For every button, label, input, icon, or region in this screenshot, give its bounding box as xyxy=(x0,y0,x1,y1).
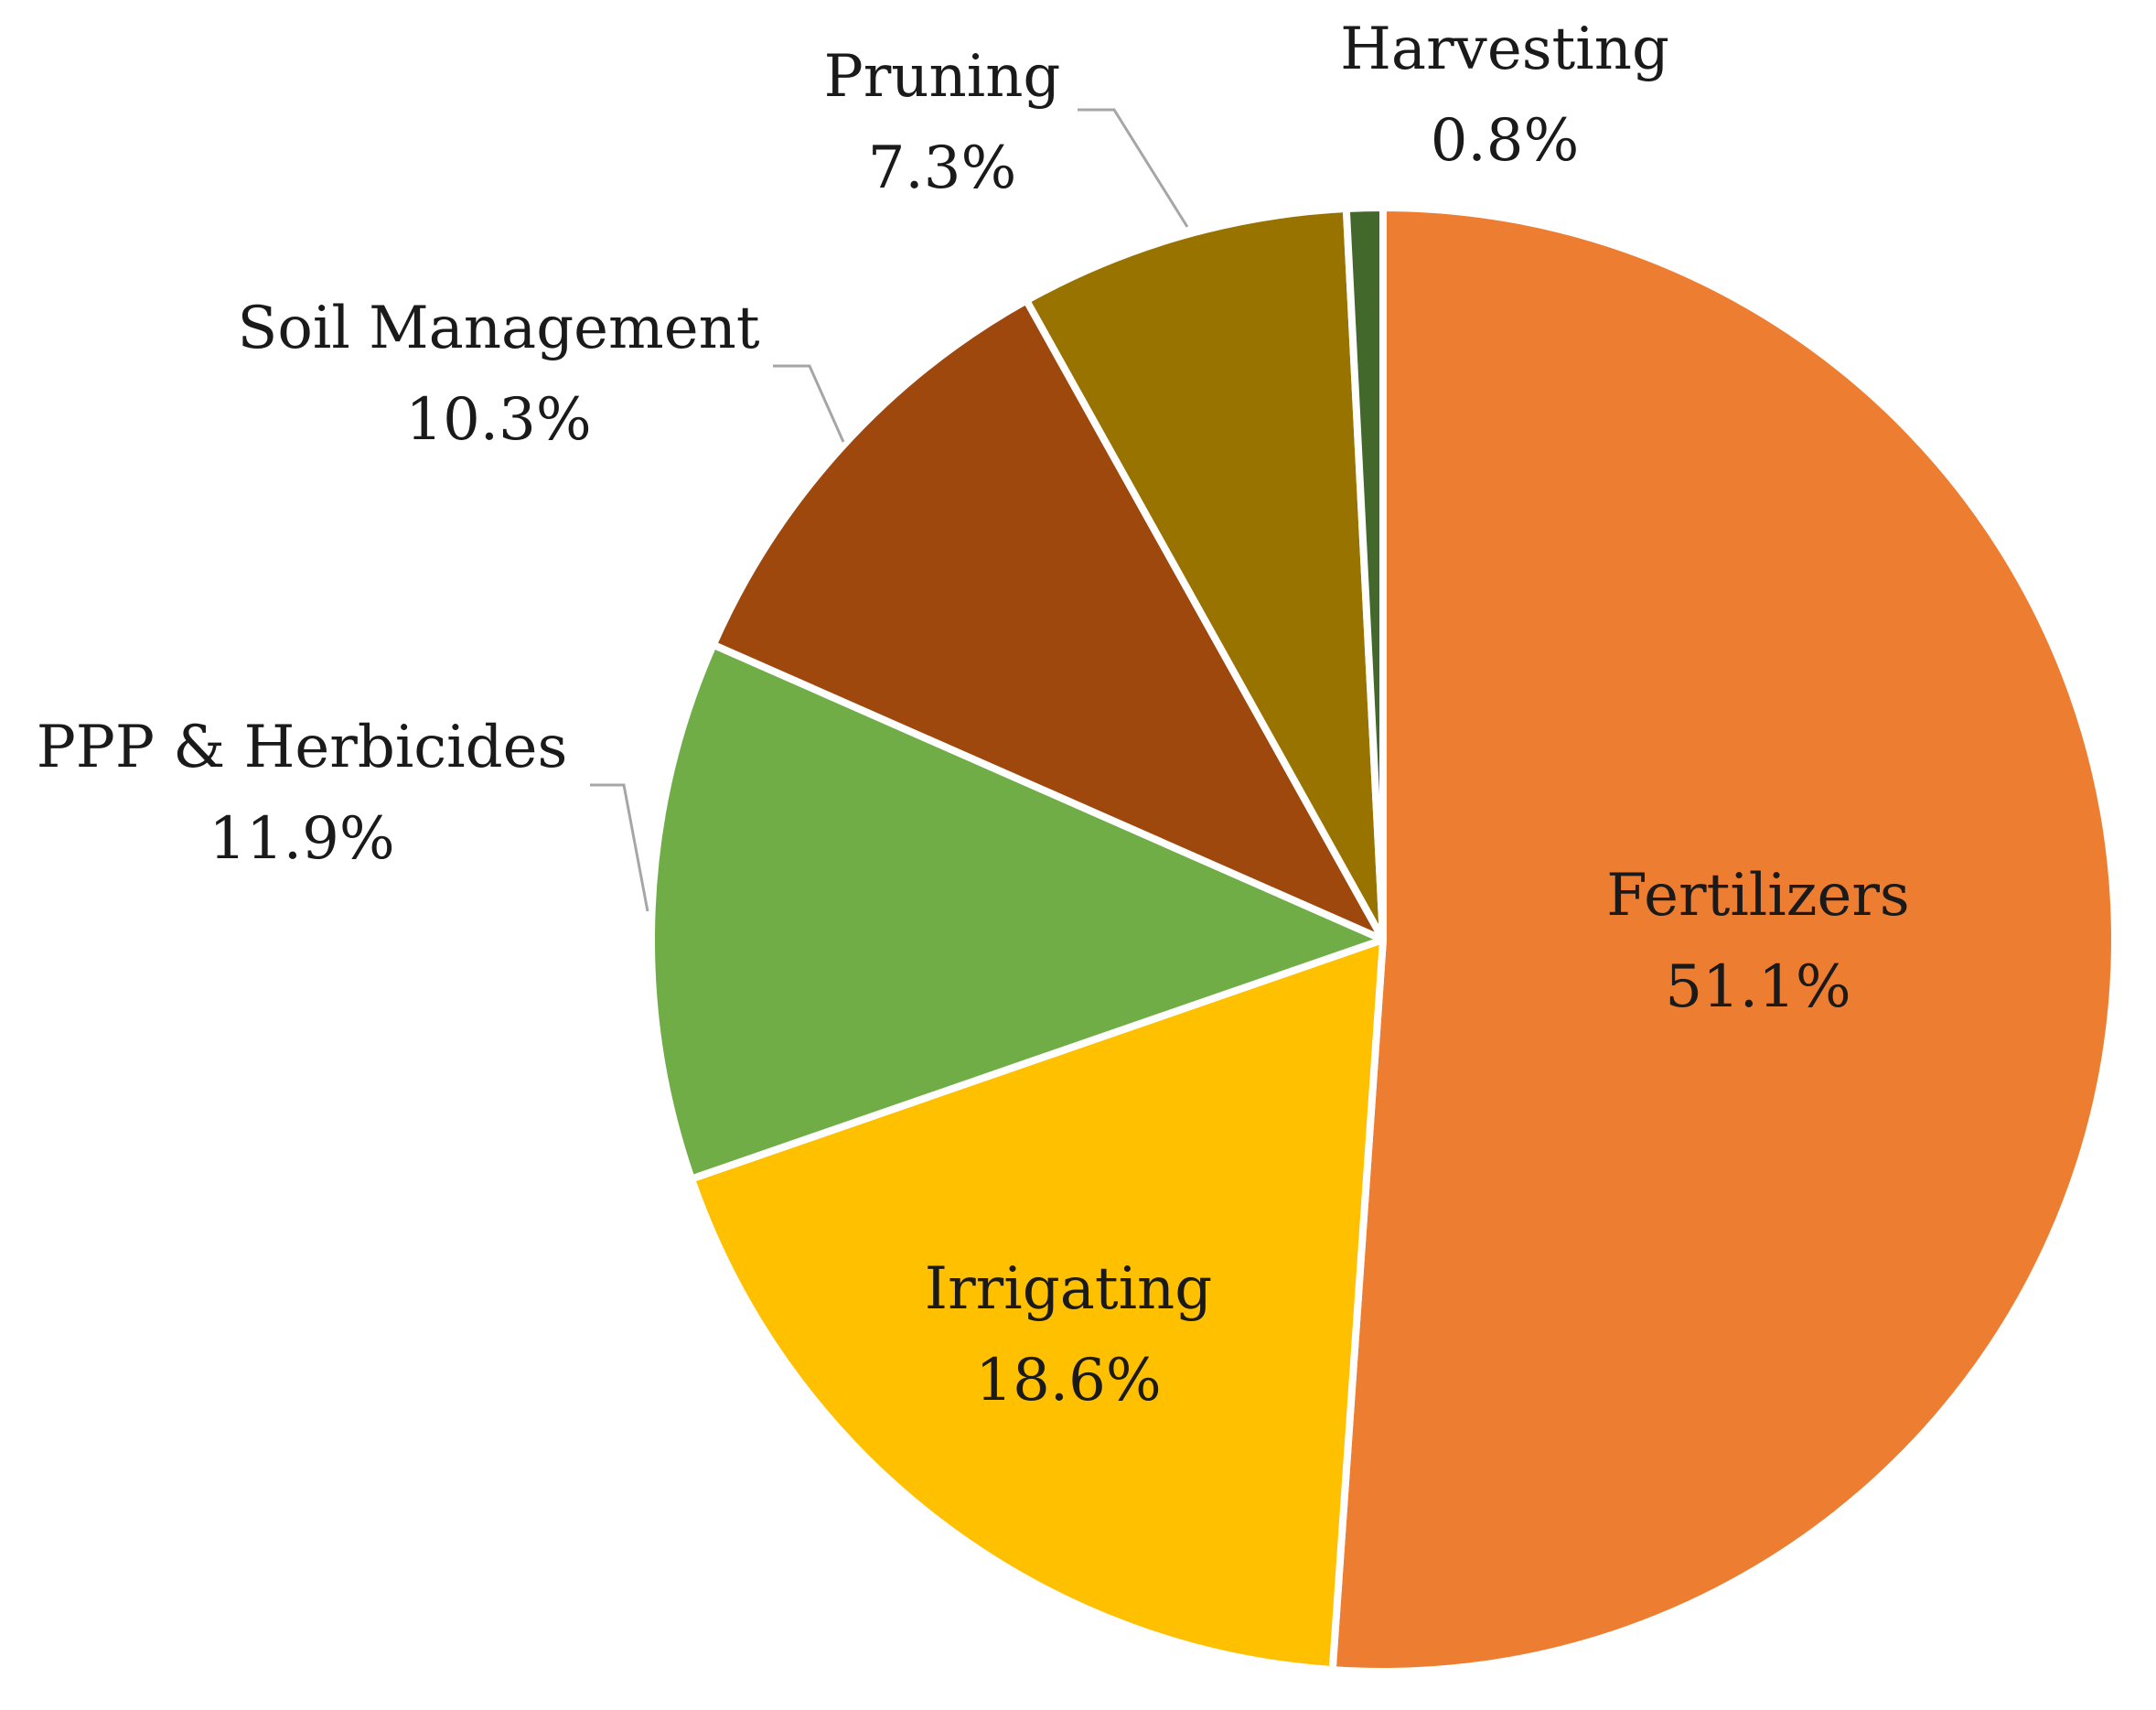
slice-label-soil-management: Soil Management xyxy=(237,295,759,362)
slice-value-ppp-and-herbicides: 11.9% xyxy=(209,805,394,873)
slice-label-irrigating: Irrigating xyxy=(925,1255,1212,1323)
leader-lines xyxy=(590,108,1189,912)
slice-value-irrigating: 18.6% xyxy=(975,1347,1161,1414)
data-labels: Fertilizers 51.1% Irrigating 18.6% PPP & Her… xyxy=(37,16,1910,1414)
slice-value-harvesting: 0.8% xyxy=(1431,107,1580,175)
pie-slice-harvesting xyxy=(1342,204,1387,943)
pie-slice-pruning xyxy=(1023,205,1387,943)
slice-value-pruning: 7.3% xyxy=(868,134,1017,202)
pie-slice-soil-management xyxy=(709,296,1387,943)
slice-label-ppp-and-herbicides: PPP & Herbicides xyxy=(37,714,568,781)
leader-line-ppp-and-herbicides xyxy=(590,783,649,912)
slice-label-pruning: Pruning xyxy=(824,43,1061,111)
leader-line-pruning xyxy=(1078,108,1189,228)
slice-label-harvesting: Harvesting xyxy=(1340,16,1669,83)
slice-value-soil-management: 10.3% xyxy=(405,386,591,454)
pie-slices xyxy=(648,204,2118,1675)
pie-slice-ppp-and-herbicides xyxy=(648,640,1387,1183)
leader-line-soil-management xyxy=(773,364,845,443)
slice-value-fertilizers: 51.1% xyxy=(1665,953,1850,1021)
slice-label-fertilizers: Fertilizers xyxy=(1606,862,1910,930)
pie-slice-fertilizers xyxy=(1328,204,2118,1675)
